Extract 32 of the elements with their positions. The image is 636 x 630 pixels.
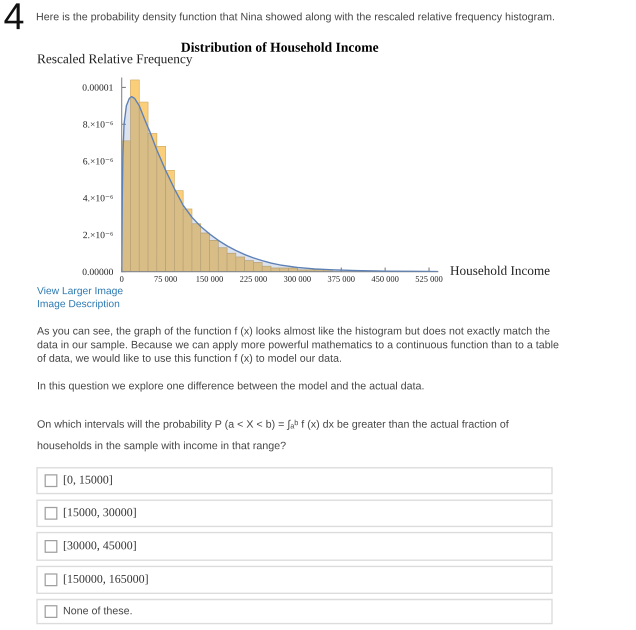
y-tick-label: 0.00001 — [82, 84, 113, 91]
y-tick-label: 2.×10⁻⁶ — [83, 232, 113, 238]
text: [150000, 165000] — [64, 574, 148, 585]
text: Image Description — [38, 300, 120, 310]
x-tick-label: 525 000 — [416, 276, 442, 282]
y-tick-label: 8.×10⁻⁶ — [83, 121, 113, 128]
text: In this question we explore one difference between the model and the actual data. — [38, 382, 424, 392]
chart-title: Distribution of Household Income — [181, 42, 378, 52]
text: View Larger Image — [37, 286, 123, 296]
y-tick-label: 4.×10⁻⁶ — [82, 194, 113, 202]
y-axis-title: Rescaled Relative Frequency — [37, 54, 192, 66]
text: of data, we would like to use this function f (x) to model our data. — [37, 354, 341, 364]
x-tick-label: 150 000 — [196, 276, 223, 282]
text: data in our sample. Because we can apply more powerful mathematics to a continuous function than to a table — [37, 340, 558, 350]
x-tick-label: 0 — [120, 276, 124, 282]
x-tick-label: 375 000 — [328, 276, 355, 282]
y-tick-label: 0.00000 — [82, 268, 113, 276]
text: As you can see, the graph of the function f (x) looks almost like the histogram but does not exactly match the — [37, 326, 550, 337]
text: households in the sample with income in that range? — [38, 441, 286, 452]
text: [0, 15000] — [64, 475, 112, 486]
x-tick-label: 75 000 — [154, 276, 177, 282]
x-tick-label: 225 000 — [240, 276, 267, 282]
text: [30000, 45000] — [64, 540, 136, 552]
text: Here is the probability density function that Nina showed along with the rescaled relative frequency histogram. — [36, 12, 554, 22]
x-tick-label: 450 000 — [372, 276, 399, 282]
text: 4 — [4, 3, 24, 30]
text: On which intervals will the probability P (a < X < b) = ∫ₐᵇ f (x) dx be greater than the actual fraction of — [38, 420, 509, 430]
text: [15000, 30000] — [64, 508, 136, 518]
y-tick-label: 6.×10⁻⁶ — [83, 158, 113, 165]
x-tick-label: 300 000 — [284, 276, 311, 282]
x-axis-title: Household Income — [450, 266, 550, 276]
text: None of these. — [64, 606, 132, 614]
